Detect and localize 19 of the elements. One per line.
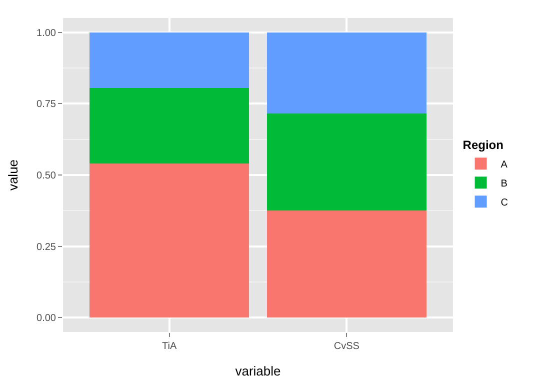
legend-label: B bbox=[500, 178, 508, 190]
legend-title: Region bbox=[462, 138, 504, 152]
legend-label: C bbox=[500, 198, 508, 208]
y-tick-label: 1.00 bbox=[36, 28, 56, 39]
bar bbox=[90, 32, 250, 88]
legend-label: A bbox=[500, 160, 508, 170]
y-tick-label: 0.25 bbox=[36, 242, 56, 253]
bar bbox=[266, 114, 426, 211]
bar bbox=[266, 32, 426, 114]
bar bbox=[90, 88, 250, 164]
x-tick-label: TiA bbox=[162, 341, 177, 352]
y-tick-label: 0.00 bbox=[36, 313, 56, 324]
x-tick-label: CvSS bbox=[334, 341, 360, 352]
y-tick-label: 0.50 bbox=[36, 170, 56, 182]
bar bbox=[90, 164, 250, 318]
bar bbox=[266, 210, 426, 318]
y-axis-title: value bbox=[5, 159, 20, 191]
x-axis-title: variable bbox=[235, 364, 281, 379]
y-tick-label: 0.75 bbox=[36, 99, 56, 110]
